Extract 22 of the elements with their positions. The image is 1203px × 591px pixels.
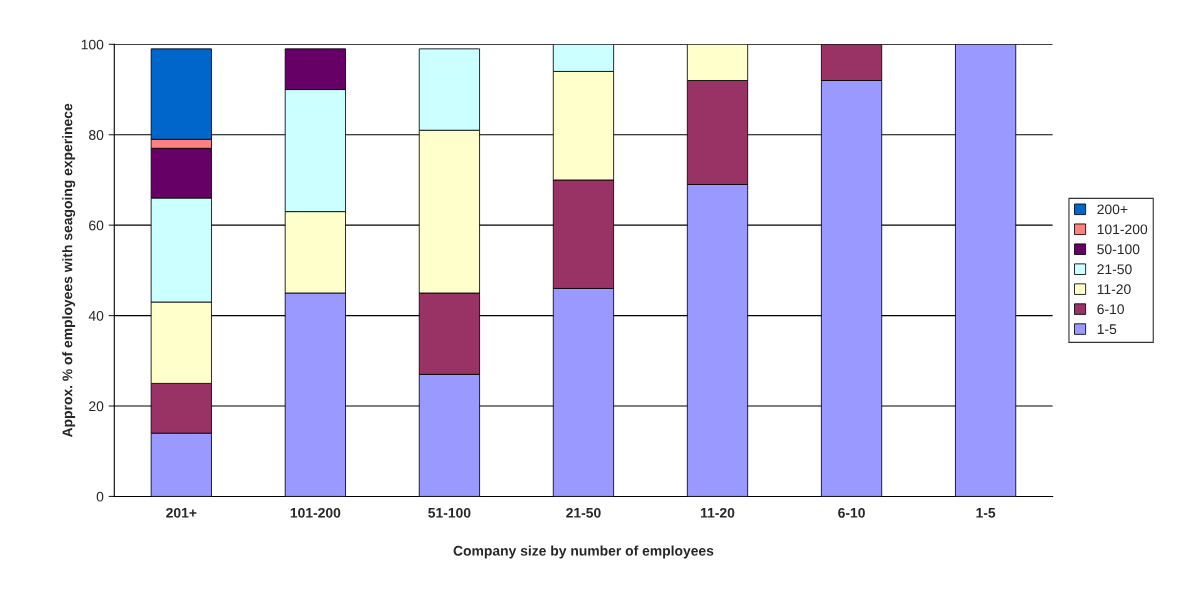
legend-label: 101-200 [1097,224,1148,235]
legend-label: 6-10 [1097,304,1124,315]
x-tick-label: 101-200 [290,507,341,518]
y-tick-label: 80 [89,130,104,140]
y-tick-label: 0 [96,491,104,502]
x-tick-label: 201+ [166,507,197,518]
x-tick-label: 11-20 [701,507,735,518]
legend-label: 200+ [1097,204,1128,215]
legend-label: 50-100 [1097,244,1140,255]
x-tick-label: 1-5 [976,508,996,518]
y-tick-label: 100 [81,39,104,50]
legend-label: 21-50 [1097,264,1132,275]
x-tick-label: 21-50 [566,507,601,518]
y-tick-label: 40 [88,310,104,321]
y-axis-title: Approx. % of employees with seagoing experinece [62,103,76,438]
x-tick-label: 6-10 [838,507,865,518]
legend-label: 1-5 [1097,324,1117,335]
x-tick-label: 51-100 [428,507,471,518]
legend-label: 11-20 [1097,284,1131,295]
x-axis-title: Company size by number of employees [453,545,714,559]
y-tick-label: 60 [89,220,104,231]
y-tick-label: 20 [89,401,104,412]
